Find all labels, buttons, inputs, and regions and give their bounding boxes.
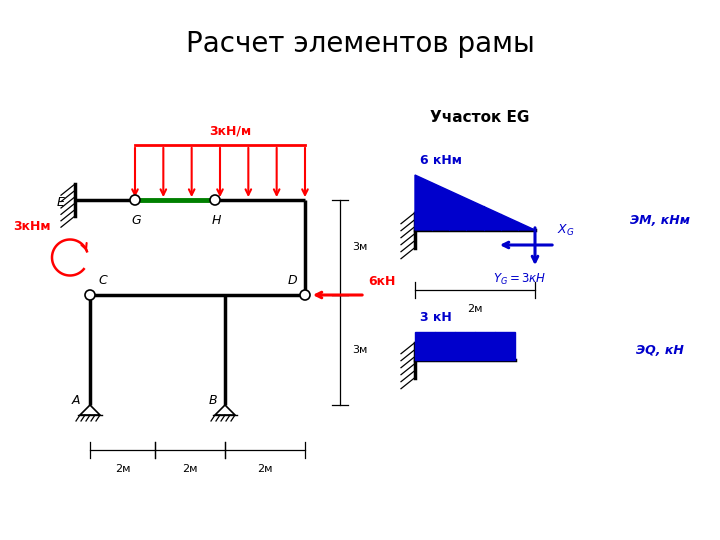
Text: 3м: 3м [352,345,367,355]
Text: 6кН: 6кН [368,275,395,288]
Text: ЭQ, кН: ЭQ, кН [636,343,684,356]
Circle shape [130,195,140,205]
Text: ЭМ, кНм: ЭМ, кНм [630,213,690,226]
Text: 3кНм: 3кНм [13,219,50,233]
Text: G: G [131,214,141,227]
Text: C: C [98,274,107,287]
Text: D: D [287,274,297,287]
Circle shape [300,290,310,300]
Text: 3кН/м: 3кН/м [209,124,251,137]
Circle shape [85,290,95,300]
Text: 6 кНм: 6 кНм [420,154,462,167]
Text: 2м: 2м [114,464,130,474]
Text: $X_G$: $X_G$ [557,223,575,238]
Text: Расчет элементов рамы: Расчет элементов рамы [186,30,534,58]
Text: Участок EG: Участок EG [430,110,529,125]
Text: 2м: 2м [182,464,198,474]
Text: 3 кН: 3 кН [420,311,451,324]
Text: B: B [208,394,217,407]
Circle shape [210,195,220,205]
Text: 2м: 2м [467,304,482,314]
Text: E: E [57,195,65,208]
Text: H: H [211,214,221,227]
Text: $Y_G = 3кН$: $Y_G = 3кН$ [493,272,546,287]
Text: A: A [71,394,80,407]
Text: 3м: 3м [352,242,367,253]
Text: 2м: 2м [257,464,273,474]
Polygon shape [415,332,515,360]
Polygon shape [415,175,535,230]
